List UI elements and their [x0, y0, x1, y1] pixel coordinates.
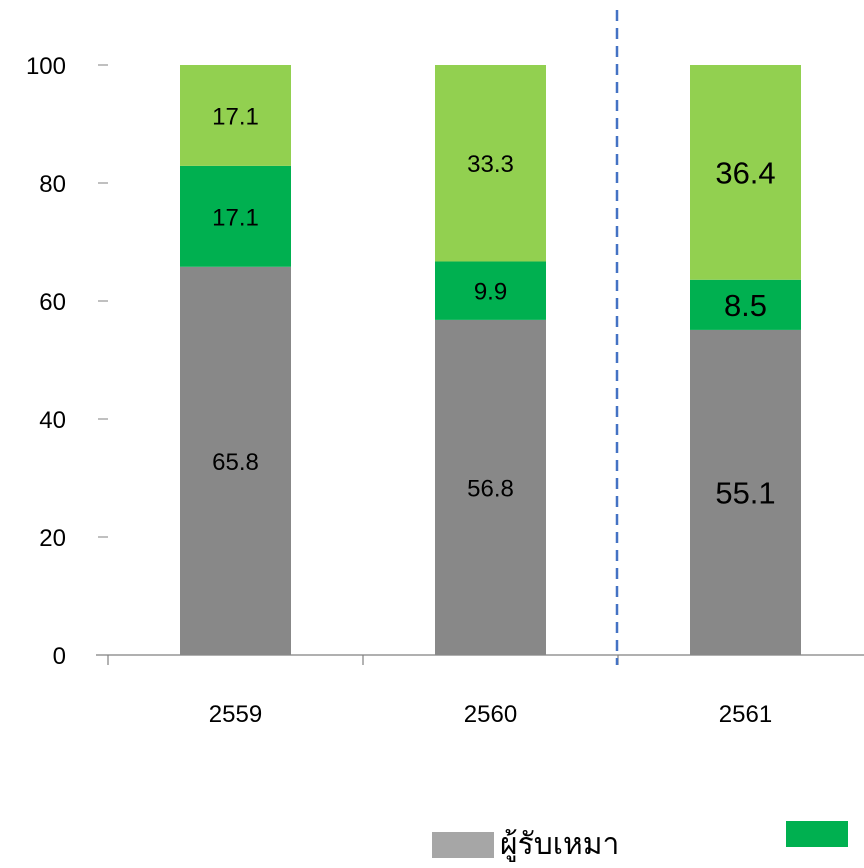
bar-segment	[180, 65, 291, 166]
data-label: 9.9	[474, 279, 507, 306]
data-label: 33.3	[467, 151, 514, 178]
bar-segment	[690, 329, 801, 655]
data-label: 36.4	[715, 155, 775, 190]
bar-segment	[690, 65, 801, 280]
bar-segment	[180, 266, 291, 655]
data-label: 55.1	[715, 475, 775, 510]
x-tick-label: 2561	[719, 701, 772, 728]
y-tick-label: 100	[26, 53, 66, 80]
x-tick-label: 2560	[464, 701, 517, 728]
bar-segment	[690, 279, 801, 330]
y-tick-label: 0	[53, 643, 66, 670]
y-tick-label: 40	[39, 407, 66, 434]
bar-segment	[435, 319, 546, 655]
y-tick-label: 60	[39, 289, 66, 316]
data-label: 65.8	[212, 449, 259, 476]
x-tick-label: 2559	[209, 701, 262, 728]
y-tick-label: 20	[39, 525, 66, 552]
legend-item-green	[786, 821, 854, 847]
data-label: 8.5	[724, 288, 767, 323]
legend-swatch-green	[786, 821, 848, 847]
legend-item-contractor: ผู้รับเหมา	[432, 821, 619, 868]
bar-segment	[435, 65, 546, 262]
bar-segment	[180, 165, 291, 267]
data-label: 17.1	[212, 204, 259, 231]
data-label: 17.1	[212, 103, 259, 130]
y-tick-label: 80	[39, 171, 66, 198]
legend-swatch-gray	[432, 831, 494, 858]
bar-segment	[435, 261, 546, 320]
data-label: 56.8	[467, 475, 514, 502]
legend-label-contractor: ผู้รับเหมา	[500, 827, 620, 862]
